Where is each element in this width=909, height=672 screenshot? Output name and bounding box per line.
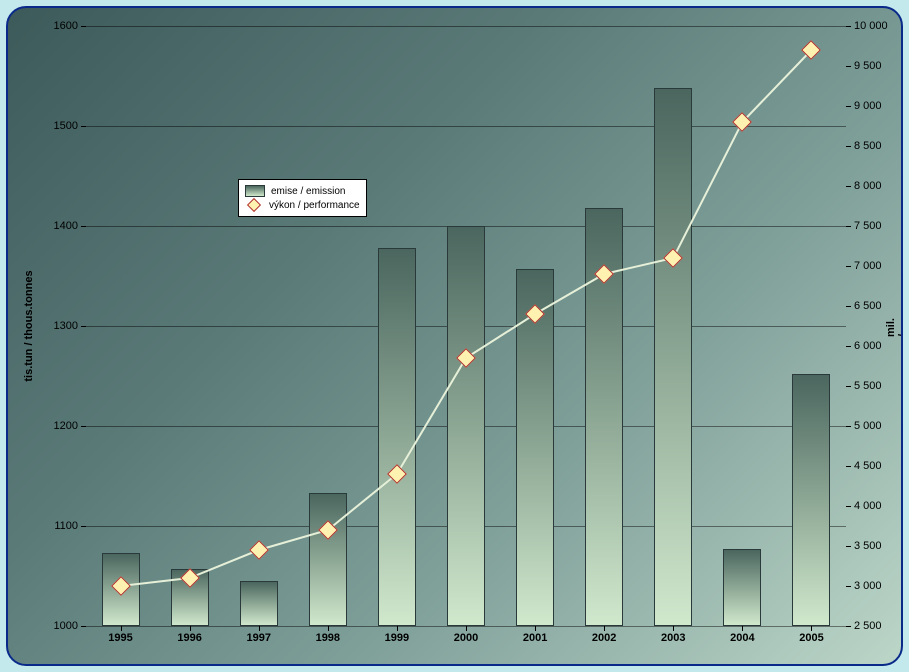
y-left-axis-title: tis.tun / thous.tonnes: [23, 270, 35, 381]
tick-mark: [81, 426, 86, 427]
legend-label-emission: emise / emission: [271, 186, 345, 197]
y-right-tick-label: 8 000: [854, 180, 882, 192]
tick-mark: [846, 386, 851, 387]
y-left-tick-label: 1300: [48, 320, 78, 332]
x-tick-label: 2001: [523, 632, 547, 644]
x-tick-label: 2002: [592, 632, 616, 644]
tick-mark: [328, 626, 329, 631]
tick-mark: [259, 626, 260, 631]
y-left-tick-label: 1200: [48, 420, 78, 432]
x-tick-label: 1996: [177, 632, 201, 644]
y-right-tick-label: 5 000: [854, 420, 882, 432]
tick-mark: [846, 466, 851, 467]
tick-mark: [81, 226, 86, 227]
y-right-tick-label: 3 500: [854, 540, 882, 552]
tick-mark: [846, 106, 851, 107]
tick-mark: [846, 226, 851, 227]
tick-mark: [846, 66, 851, 67]
tick-mark: [121, 626, 122, 631]
tick-mark: [846, 186, 851, 187]
line-series: [86, 26, 846, 626]
y-right-tick-label: 7 000: [854, 260, 882, 272]
x-tick-label: 1999: [385, 632, 409, 644]
tick-mark: [535, 626, 536, 631]
tick-mark: [81, 526, 86, 527]
x-tick-label: 1997: [246, 632, 270, 644]
legend-label-performance: výkon / performance: [269, 200, 360, 211]
y-right-tick-label: 8 500: [854, 140, 882, 152]
y-left-tick-label: 1500: [48, 120, 78, 132]
y-right-tick-label: 4 500: [854, 460, 882, 472]
y-left-tick-label: 1100: [48, 520, 78, 532]
tick-mark: [81, 326, 86, 327]
tick-mark: [846, 146, 851, 147]
y-left-tick-label: 1400: [48, 220, 78, 232]
tick-mark: [466, 626, 467, 631]
chart-outer: tis.tun / thous.tonnes mil. / mill. emis…: [0, 0, 909, 672]
chart-panel: tis.tun / thous.tonnes mil. / mill. emis…: [6, 6, 903, 666]
y-right-tick-label: 4 000: [854, 500, 882, 512]
x-tick-label: 1995: [108, 632, 132, 644]
tick-mark: [742, 626, 743, 631]
bar-swatch-icon: [245, 185, 265, 197]
y-right-tick-label: 9 000: [854, 100, 882, 112]
tick-mark: [190, 626, 191, 631]
marker-swatch-icon: [245, 200, 263, 210]
y-right-tick-label: 5 500: [854, 380, 882, 392]
tick-mark: [846, 506, 851, 507]
tick-mark: [846, 306, 851, 307]
y-left-tick-label: 1600: [48, 20, 78, 32]
plot-area: [86, 26, 846, 626]
y-right-tick-label: 3 000: [854, 580, 882, 592]
y-left-tick-label: 1000: [48, 620, 78, 632]
tick-mark: [846, 546, 851, 547]
y-right-tick-label: 6 000: [854, 340, 882, 352]
tick-mark: [846, 266, 851, 267]
x-tick-label: 2005: [799, 632, 823, 644]
tick-mark: [673, 626, 674, 631]
tick-mark: [846, 346, 851, 347]
legend: emise / emission výkon / performance: [238, 179, 367, 217]
tick-mark: [81, 126, 86, 127]
tick-mark: [846, 586, 851, 587]
tick-mark: [604, 626, 605, 631]
y-right-tick-label: 6 500: [854, 300, 882, 312]
x-tick-label: 2003: [661, 632, 685, 644]
y-right-tick-label: 10 000: [854, 20, 888, 32]
tick-mark: [811, 626, 812, 631]
tick-mark: [846, 26, 851, 27]
y-right-axis-title: mil. / mill.: [885, 315, 903, 337]
y-right-tick-label: 2 500: [854, 620, 882, 632]
x-tick-label: 1998: [316, 632, 340, 644]
legend-item-performance: výkon / performance: [245, 198, 360, 212]
tick-mark: [81, 26, 86, 27]
y-right-tick-label: 9 500: [854, 60, 882, 72]
tick-mark: [81, 626, 86, 627]
tick-mark: [397, 626, 398, 631]
y-right-tick-label: 7 500: [854, 220, 882, 232]
x-tick-label: 2004: [730, 632, 754, 644]
legend-item-emission: emise / emission: [245, 184, 360, 198]
tick-mark: [846, 426, 851, 427]
x-tick-label: 2000: [454, 632, 478, 644]
tick-mark: [846, 626, 851, 627]
